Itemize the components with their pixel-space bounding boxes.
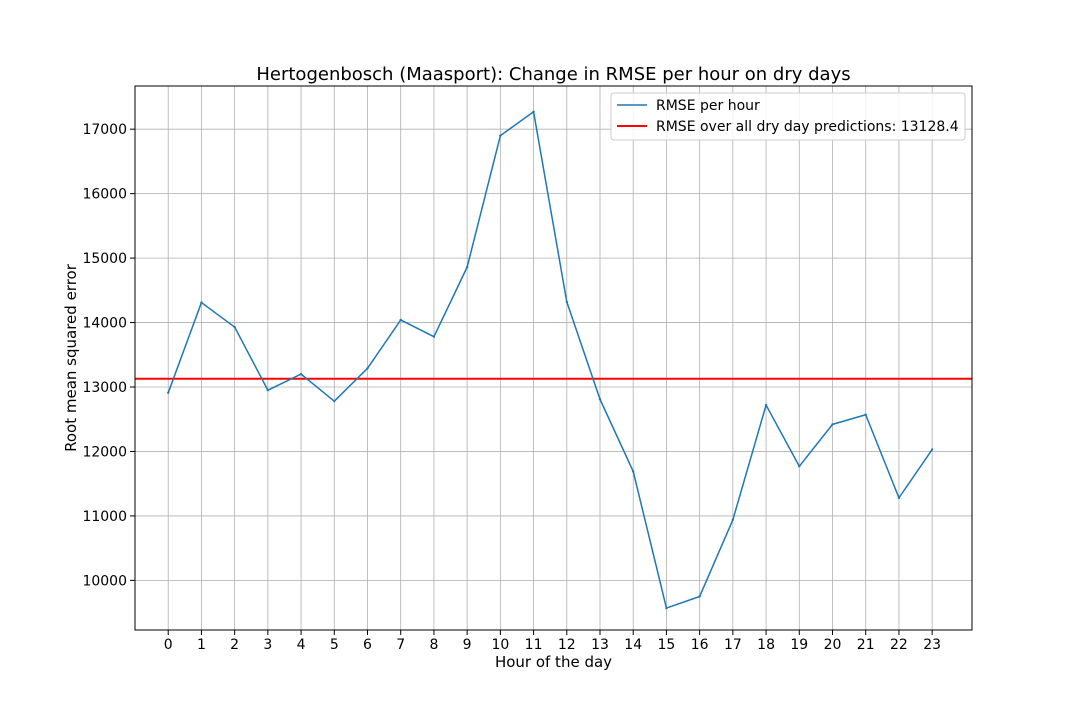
x-tick-label: 23 (923, 637, 941, 653)
data-point (366, 367, 369, 370)
x-tick-label: 14 (624, 637, 642, 653)
series-line-rmse-per-hour (167, 111, 933, 609)
data-point (930, 448, 934, 451)
data-point (200, 301, 203, 304)
y-tick-label: 15000 (82, 251, 127, 267)
data-point (665, 606, 668, 610)
data-point (499, 134, 502, 137)
x-tick-label: 13 (591, 637, 609, 653)
x-tick-label: 18 (757, 637, 775, 653)
x-tick-label: 7 (396, 637, 405, 653)
x-tick-label: 2 (230, 637, 239, 653)
data-point (698, 595, 701, 598)
x-tick-label: 1 (197, 637, 206, 653)
y-tick-label: 14000 (82, 316, 127, 332)
x-tick-label: 10 (491, 637, 509, 653)
x-tick-label: 19 (790, 637, 808, 653)
data-point (632, 470, 635, 473)
x-tick-label: 3 (263, 637, 272, 653)
x-tick-label: 17 (724, 637, 742, 653)
legend-entry-overall-rmse: RMSE over all dry day predictions: 13128… (656, 119, 959, 135)
x-tick-label: 20 (824, 637, 842, 653)
x-tick-label: 4 (297, 637, 306, 653)
y-tick-label: 17000 (82, 122, 127, 138)
y-tick-label: 16000 (82, 187, 127, 203)
chart-title: Hertogenbosch (Maasport): Change in RMSE… (256, 64, 850, 85)
data-point (565, 300, 568, 304)
data-point (798, 465, 801, 468)
data-point (864, 413, 867, 416)
x-tick-label: 0 (164, 637, 173, 653)
x-tick-label: 6 (363, 637, 372, 653)
legend-box (610, 92, 966, 141)
ticks: 0 1 2 3 4 5 6 7 8 9 10 11 12 13 14 15 16 17 18 19 20 21 22 2310… (82, 122, 941, 653)
data-point (465, 265, 469, 269)
x-tick-label: 11 (525, 637, 543, 653)
data-point (731, 518, 735, 521)
data-point (399, 318, 402, 322)
x-axis-label: Hour of the day (495, 653, 612, 671)
x-tick-label: 9 (463, 637, 472, 653)
data-point (897, 496, 901, 500)
legend: RMSE per hour RMSE over all dry day pred… (610, 92, 966, 141)
x-tick-label: 5 (330, 637, 339, 653)
series-layer (135, 110, 972, 610)
data-point (532, 110, 535, 113)
x-tick-label: 8 (429, 637, 438, 653)
data-point (598, 398, 602, 401)
y-tick-label: 10000 (82, 573, 127, 589)
data-point (299, 372, 303, 376)
x-tick-label: 16 (691, 637, 709, 653)
data-point (432, 335, 436, 338)
y-axis-label: Root mean squared error (62, 263, 80, 452)
y-tick-label: 13000 (82, 380, 127, 396)
data-point (764, 403, 768, 407)
x-tick-label: 12 (558, 637, 576, 653)
x-tick-label: 15 (658, 637, 676, 653)
data-point (831, 423, 834, 426)
data-point (167, 391, 170, 395)
legend-entry-rmse-per-hour: RMSE per hour (656, 98, 760, 114)
y-tick-label: 11000 (82, 509, 127, 525)
x-tick-label: 21 (857, 637, 875, 653)
data-point (266, 389, 270, 392)
data-point (333, 399, 336, 403)
y-tick-label: 12000 (82, 444, 127, 460)
data-point (233, 325, 236, 329)
grid (135, 86, 972, 630)
plot-frame (134, 85, 973, 631)
x-tick-label: 22 (890, 637, 908, 653)
